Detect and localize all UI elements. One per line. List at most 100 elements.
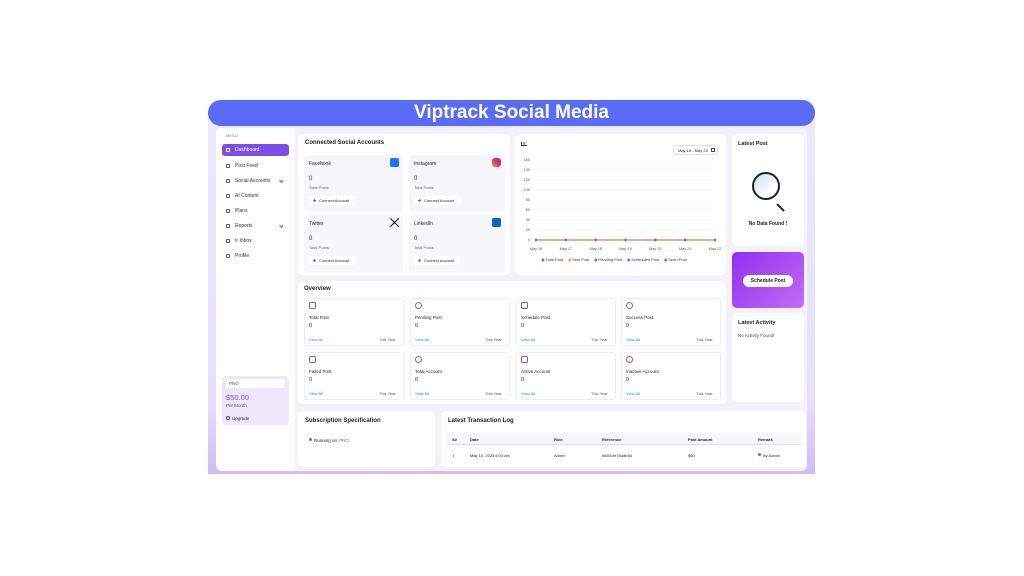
nav-item[interactable]: Reports <box>235 223 253 229</box>
nav-icon <box>226 179 230 183</box>
stat-period: This Year <box>696 337 713 342</box>
stat-value: 0 <box>521 377 525 383</box>
banner-title: Viptrack Social Media <box>413 102 609 123</box>
subscription-title: Subscription Specification <box>305 418 381 424</box>
account-name: LinkedIn <box>414 221 433 227</box>
stat-icon <box>626 356 633 363</box>
nav-item[interactable]: Post Feed <box>235 163 258 169</box>
plan-name-box <box>226 379 285 388</box>
connect-label[interactable]: Connect Account <box>319 258 350 263</box>
stat-link[interactable]: View All <box>626 337 640 342</box>
table-header: Role <box>554 436 563 442</box>
stat-icon <box>415 356 422 363</box>
overview-title: Overview <box>304 286 331 292</box>
stat-value: 0 <box>626 323 630 329</box>
legend-label: Sent Post <box>572 257 590 262</box>
legend-marker <box>626 258 631 262</box>
stat-period: This Year <box>485 391 502 396</box>
stat-period: This Year <box>379 391 396 396</box>
stat-card <box>304 352 404 400</box>
platform-icon <box>390 158 399 167</box>
stat-card <box>304 298 404 346</box>
account-name: Facebook <box>309 161 331 167</box>
legend-marker <box>541 258 545 262</box>
stat-value: 0 <box>309 323 313 329</box>
platform-icon <box>390 218 399 227</box>
nav-item[interactable]: Ir Inbox <box>235 238 252 244</box>
stat-icon <box>521 356 528 363</box>
stat-value: 0 <box>309 377 313 383</box>
schedule-button-bg[interactable] <box>743 275 793 287</box>
stat-link[interactable]: View All <box>521 337 535 342</box>
running-label: Running on: <box>314 437 339 443</box>
menu-label: MENU <box>226 133 238 138</box>
plan-price: $50.00 <box>226 393 249 402</box>
plus-icon <box>418 259 421 262</box>
data-point <box>624 238 627 242</box>
nav-item[interactable]: Plans <box>235 208 248 214</box>
table-header-bg <box>446 433 801 445</box>
data-point <box>713 238 717 242</box>
stat-link[interactable]: View All <box>415 337 429 342</box>
status-dot <box>309 438 312 441</box>
account-count: 0 <box>309 176 313 182</box>
stat-period: This Year <box>591 337 608 342</box>
nav-icon <box>226 239 230 243</box>
latest-post-empty: No Data Found ! <box>748 221 788 227</box>
connect-button[interactable] <box>308 256 356 265</box>
x-tick-label: May 16 <box>530 247 542 251</box>
transaction-title: Latest Transaction Log <box>448 418 514 424</box>
stat-link[interactable]: View All <box>415 391 429 396</box>
stat-link[interactable]: View All <box>309 391 323 396</box>
upgrade[interactable]: Upgrade <box>232 415 250 421</box>
schedule-button[interactable]: Schedule Post <box>750 278 786 284</box>
stat-card <box>621 298 721 346</box>
connect-label[interactable]: Connect Account <box>424 258 455 263</box>
account-name: Instagram <box>414 161 437 167</box>
nav-item[interactable]: Dashboard <box>235 147 260 153</box>
connect-label[interactable]: Connect Account <box>319 198 350 203</box>
chart-icon <box>521 141 527 146</box>
legend-marker <box>567 258 572 262</box>
stat-link[interactable]: View All <box>626 391 640 396</box>
date-range-pill[interactable] <box>673 145 718 155</box>
table-header: Remark <box>758 436 773 442</box>
stat-icon <box>309 356 316 363</box>
stat-link[interactable]: View All <box>521 391 535 396</box>
stat-period: This Year <box>379 337 396 342</box>
remark-dot <box>758 453 761 456</box>
y-tick-label: 80 <box>526 198 530 202</box>
stat-name: Total Post <box>309 315 329 320</box>
chart-card <box>515 134 726 275</box>
date-range: May 16 - May 22 <box>678 147 708 153</box>
stat-value: 0 <box>521 323 525 329</box>
nav-icon <box>226 209 230 213</box>
nav-item[interactable]: Social Accounts <box>235 178 271 184</box>
y-tick-label: 20 <box>526 228 530 232</box>
connect-label[interactable]: Connect Account <box>424 198 455 203</box>
connect-button[interactable] <box>413 196 461 205</box>
y-tick-label: 40 <box>526 218 530 222</box>
table-cell: 1 <box>452 452 455 458</box>
subscription-card <box>298 411 435 467</box>
table-cell: May 10, 2025 6:03 am <box>470 452 510 458</box>
stat-period: This Year <box>485 337 502 342</box>
stat-icon <box>415 302 422 309</box>
nav-item[interactable]: Profile <box>235 253 250 259</box>
connect-button[interactable] <box>413 256 461 265</box>
connect-button[interactable] <box>308 196 356 205</box>
data-point <box>564 238 568 242</box>
stat-value: 0 <box>626 377 630 383</box>
stat-name: Total Account <box>415 369 442 374</box>
x-tick-label: May 19 <box>619 247 631 251</box>
table-header: Paid Amount <box>688 436 713 442</box>
table-cell: $50 <box>688 452 695 458</box>
stat-card <box>410 352 510 400</box>
stat-link[interactable]: View All <box>309 337 323 342</box>
running-plan: PRO <box>339 437 349 443</box>
stat-card <box>516 298 616 346</box>
magnifier-lens <box>752 172 780 200</box>
nav-item[interactable]: AI Content <box>235 193 259 199</box>
plan-name: PRO <box>229 381 239 386</box>
